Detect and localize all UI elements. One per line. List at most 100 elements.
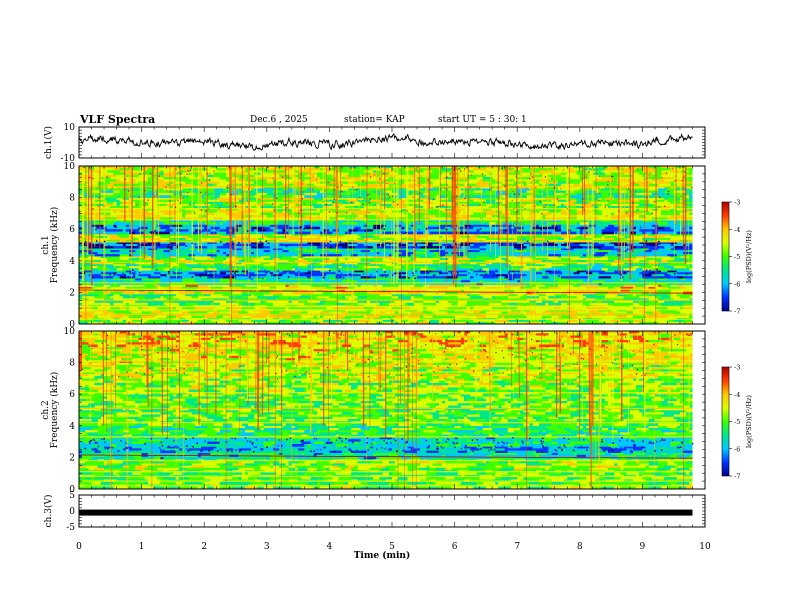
spectrogram-cell [238,319,252,323]
spectrogram-cell [348,296,352,299]
spectrogram-cell [435,254,439,257]
spectrogram-cell [329,256,342,259]
spectrogram-cell [326,201,333,205]
spectrogram-cell [166,239,180,243]
spectrogram-cell [241,307,255,310]
spectrogram-cell [667,315,677,318]
spectrogram-cell [129,197,139,200]
spectrogram-cell [686,203,693,207]
spectrogram-cell [141,319,148,323]
spectrogram-cell [554,239,568,243]
spectrogram-cell [282,241,295,245]
spectrogram-cell [348,258,361,261]
spectrogram-cell [636,276,643,279]
spectrogram-cell [598,260,605,263]
spectrogram-cell [379,315,386,318]
spectrogram-cell [235,241,245,245]
spectrogram-cell [689,195,693,198]
spectrogram-cell [213,264,227,267]
spectrogram-cell [598,188,602,191]
spectrogram-cell [207,215,220,218]
spectrogram-cell [179,321,183,325]
spectrogram-cell [251,268,261,271]
spectrogram-cell [557,237,565,241]
spectrogram-cell [683,256,690,259]
spectrogram-cell [410,264,424,267]
spectrogram-cell [285,233,292,237]
spectrogram-cell [492,188,502,191]
spectrogram-cell [182,276,195,279]
spectrogram-cell [680,243,684,247]
spectrogram-cell [401,274,408,277]
spectrogram-cell [154,272,161,275]
spectrogram-cell [470,262,477,265]
spectrogram-cell [476,282,483,285]
spectrogram-cell [545,309,549,312]
spectrogram-cell [664,298,674,301]
spectrogram-cell [442,201,446,205]
spectrogram-cell [633,307,637,310]
spectrogram-cell [460,210,474,213]
spectrogram-cell [85,278,95,281]
spectrogram-cell [223,260,230,263]
spectrogram-cell [608,250,612,253]
spectrogram-cell [495,321,505,325]
spectrogram-cell [654,300,658,304]
spectrogram-cell [263,224,270,228]
spectrogram-cell [517,212,521,216]
spectrogram-cell [658,266,665,269]
spectrogram-cell [285,276,299,279]
spectrogram-cell [495,319,508,323]
spectrogram-cell [429,284,443,288]
spectrogram-cell [141,235,155,239]
spectrogram-cell [166,319,176,323]
spectrogram-cell [614,246,618,249]
spectrogram-cell [507,226,511,230]
spectrogram-cell [604,226,615,230]
spectrogram-cell [476,256,489,259]
spectrogram-cell [338,241,346,245]
spectrogram-cell [604,272,612,275]
spectrogram-cell [442,239,452,243]
spectrogram-cell [507,309,511,312]
spectrogram-cell [601,192,608,196]
spectrogram-cell [285,252,295,255]
spectrogram-cell [680,307,684,310]
spectrogram-cell [329,282,342,285]
spectrogram-cell [501,315,505,318]
spectrogram-cell [658,226,665,230]
spectrogram-cell [608,307,621,310]
spectrogram-cell [363,206,374,209]
spectrogram-cell [670,233,684,237]
spectrogram-cell [620,307,633,310]
spectrogram-cell [363,248,374,251]
spectrogram-cell [182,278,192,281]
spectrogram-cell [633,302,640,306]
spectrogram-cell [263,254,267,257]
spectrogram-cell [614,311,627,314]
spectrogram-cell [432,291,436,295]
spectrogram-cell [423,300,436,304]
spectrogram-cell [608,201,612,205]
spectrogram-cell [341,246,345,249]
spectrogram-cell [586,256,590,259]
spectrogram-cell [614,243,627,247]
spectrogram-cell [413,296,424,299]
spectrogram-cell [216,256,220,259]
spectrogram-cell [257,192,267,196]
spectrogram-cell [432,201,439,205]
spectrogram-cell [335,268,342,271]
spectrogram-cell [223,266,227,269]
spectrogram-cell [241,296,249,299]
spectrogram-cell [216,203,223,207]
spectrogram-cell [601,226,605,230]
spectrogram-cell [438,289,452,292]
spectrogram-cell [94,319,101,323]
spectrogram-cell [404,260,414,263]
spectrogram-cell [551,258,561,261]
spectrogram-cell [244,260,252,263]
spectrogram-cell [629,278,637,281]
spectrogram-cell [517,272,530,275]
spectrogram-cell [570,246,577,249]
spectrogram-cell [367,222,380,225]
